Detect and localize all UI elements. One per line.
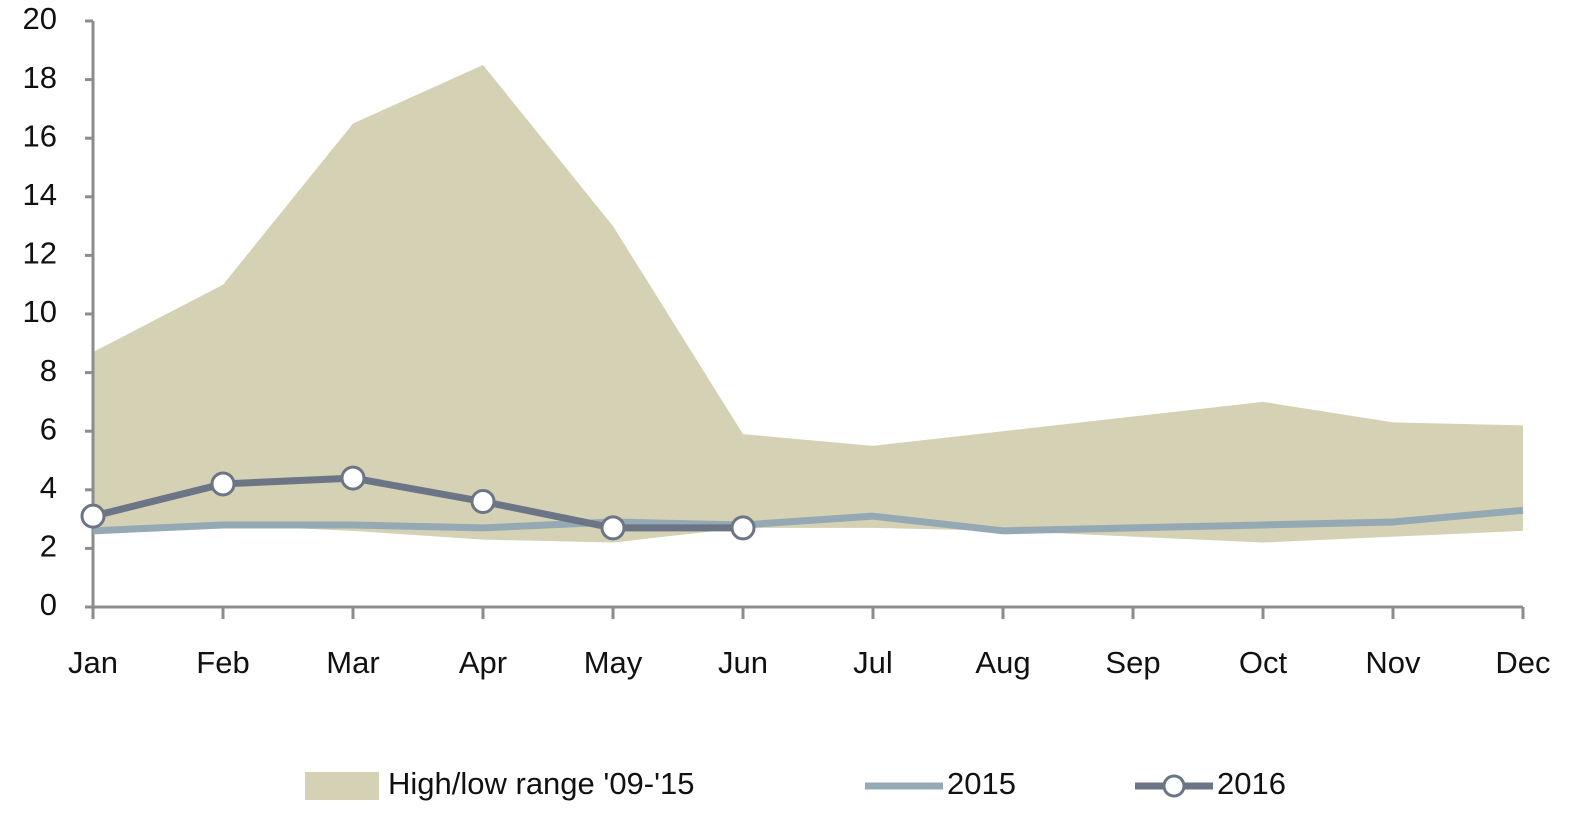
x-tick-label: Feb [196, 645, 249, 680]
y-tick-label: 14 [23, 177, 57, 212]
x-tick-label: Jan [68, 645, 118, 680]
y-tick-label: 10 [23, 294, 57, 329]
point [80, 503, 106, 529]
x-tick-label: Apr [459, 645, 507, 680]
line-1 [92, 506, 1524, 535]
legend-marker [1162, 774, 1186, 798]
y-tick-label: 18 [23, 60, 57, 95]
point [600, 515, 626, 541]
y-tick-label: 6 [40, 411, 57, 446]
point [210, 471, 236, 497]
y-tick-label: 4 [40, 470, 57, 505]
y-tick-label: 16 [23, 118, 57, 153]
x-tick-label: Mar [326, 645, 379, 680]
x-tick-label: May [584, 645, 643, 680]
point [730, 515, 756, 541]
y-tick-label: 0 [40, 587, 57, 622]
x-tick-label: Aug [975, 645, 1030, 680]
point [340, 465, 366, 491]
x-tick-label: Jul [853, 645, 893, 680]
line-2 [92, 474, 743, 532]
range-area [93, 64, 1523, 543]
x-tick-label: Dec [1495, 645, 1550, 680]
point [470, 489, 496, 515]
x-tick-label: Nov [1365, 645, 1421, 680]
y-tick-label: 8 [40, 353, 57, 388]
y-tick-label: 20 [23, 1, 57, 36]
legend-label: 2016 [1217, 766, 1286, 801]
x-tick-label: Oct [1239, 645, 1288, 680]
x-tick-label: Sep [1105, 645, 1160, 680]
y-tick-label: 12 [23, 236, 57, 271]
legend-swatch [305, 772, 379, 800]
x-tick-label: Jun [718, 645, 768, 680]
legend-label: High/low range '09-'15 [388, 766, 695, 801]
y-tick-label: 2 [40, 529, 57, 564]
legend-label: 2015 [947, 766, 1016, 801]
